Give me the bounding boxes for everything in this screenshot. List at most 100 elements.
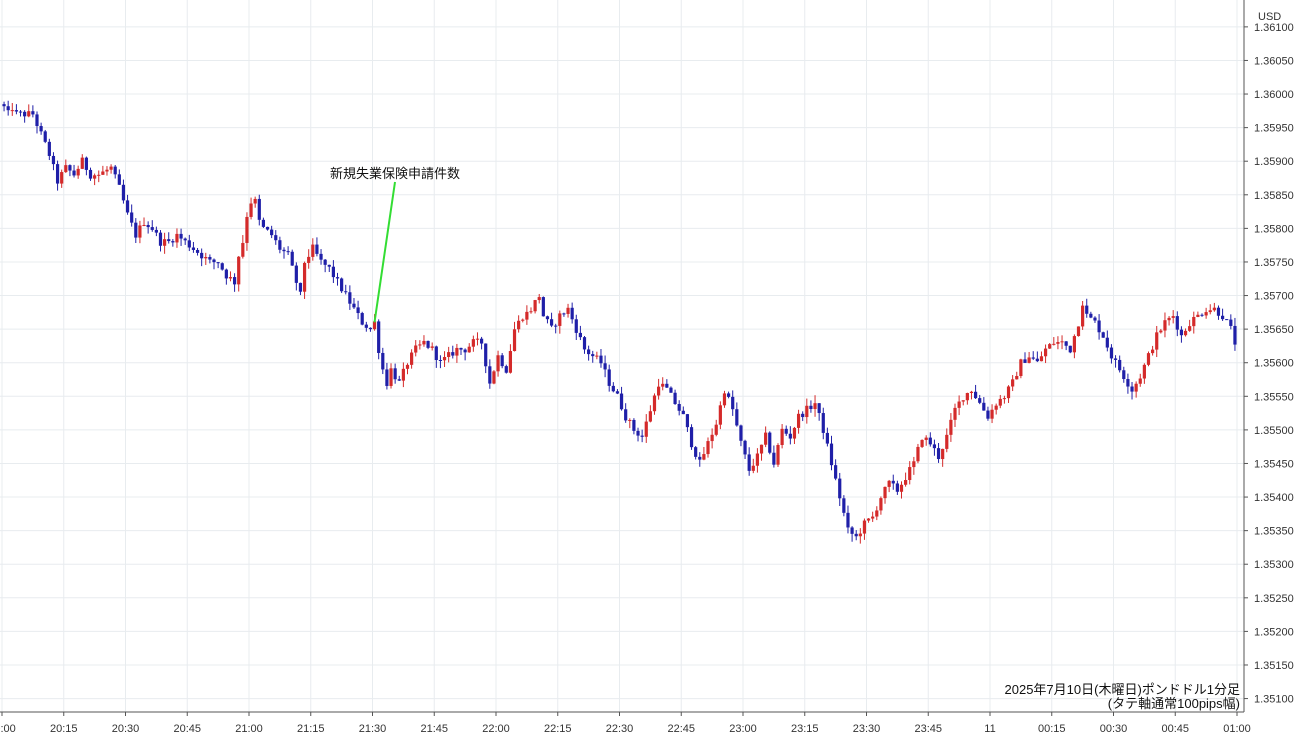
candle [591,350,595,363]
candle-body [113,166,117,175]
candle [743,439,747,460]
candle-body [731,396,735,410]
candle [18,109,23,117]
candle-body [883,486,887,499]
candle [447,346,451,363]
candle-body [158,232,163,246]
candle [105,166,109,176]
candle-body [1097,320,1101,333]
candle-body [936,448,941,460]
candle [517,315,521,333]
candle [850,526,854,542]
candle-body [389,368,393,386]
candle-body [39,126,43,132]
candle-body [1015,375,1019,380]
candle [731,390,735,416]
candle [961,400,965,406]
candle [1011,375,1015,392]
candle-body [315,244,319,254]
candle [208,254,212,264]
candle-body [1233,325,1237,345]
candle-body [451,352,455,356]
candle-body [949,419,953,435]
candle [500,353,504,369]
candle-body [735,409,739,426]
candle [142,217,146,227]
candle-body [858,533,862,537]
candle [27,104,31,118]
y-tick-label: 1.35100 [1254,694,1294,706]
candle [636,427,640,442]
candle-body [397,379,401,381]
candle-body [368,327,373,330]
candle [508,344,513,374]
candle-body [410,352,414,365]
candle-body [554,325,558,327]
candle [1072,334,1076,359]
candle-body [595,355,599,357]
y-tick-label: 1.35450 [1254,458,1294,470]
candle [389,363,393,389]
candle-body [459,347,463,350]
candle-body [825,432,829,444]
candle-body [986,410,990,419]
candle [163,232,167,254]
candle [866,518,871,523]
candle [434,345,438,368]
x-tick-label: 20:15 [50,723,78,735]
candle [113,164,117,179]
annotation-label: 新規失業保険申請件数 [330,166,460,181]
x-tick-label: 20:45 [173,723,201,735]
candle [323,258,327,273]
candle [23,110,27,123]
candle [1175,311,1179,337]
candle [228,271,233,282]
candle [821,407,825,440]
candle [265,226,270,231]
candle [175,228,179,248]
y-tick-label: 1.35900 [1254,156,1294,168]
candle-body [335,277,340,279]
candle-body [372,321,377,330]
candle-body [788,433,792,439]
x-tick-label: 22:00 [482,723,510,735]
candle-body [615,391,620,394]
candle [578,325,582,341]
candle-body [1068,345,1072,353]
candle [130,204,134,227]
candle [422,335,426,347]
candle-body [636,430,640,436]
candle [224,268,228,285]
candle-body [55,164,60,184]
candle [792,426,797,445]
candle [282,247,286,259]
candle [1052,337,1056,346]
candle [204,252,208,265]
chart-caption-line1: 2025年7月10日(木曜日)ポンドドル1分足 [1005,682,1241,697]
candle [1208,304,1212,315]
candle-body [521,319,525,321]
y-tick-label: 1.35800 [1254,223,1294,235]
candle [541,296,545,317]
candle [747,447,751,476]
candle [138,220,142,244]
candle [101,165,105,175]
candle [401,362,405,388]
candle-body [294,265,298,283]
y-tick-label: 1.35250 [1254,593,1294,605]
candle [134,218,138,244]
candle [344,284,348,295]
candle-body [582,337,587,350]
candle-body [430,346,434,348]
candle [1204,307,1208,319]
candle [945,428,949,453]
candle [88,167,93,181]
candle-body [628,419,632,421]
candle-body [265,226,270,230]
candle-body [1155,332,1159,350]
candle-body [261,219,266,227]
candle-body [60,172,64,184]
candle [829,435,834,471]
candle-body [278,240,282,250]
